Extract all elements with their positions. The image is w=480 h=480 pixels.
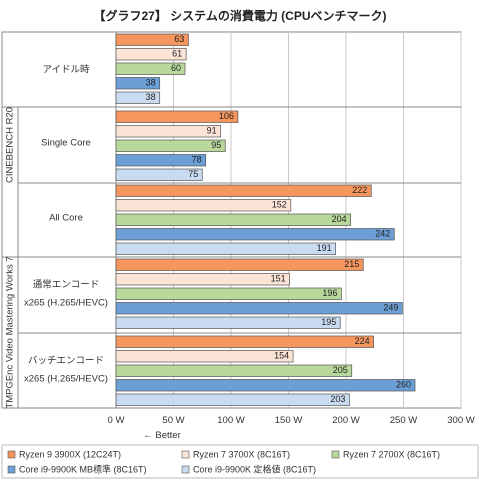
bar-value-label: 78 (192, 155, 202, 165)
bar (115, 393, 350, 406)
bar (115, 213, 351, 226)
legend-items: Ryzen 9 3900X (12C24T) Ryzen 7 3700X (8C1… (7, 449, 440, 474)
bar-value-label: 205 (333, 365, 348, 375)
section-label: CINEBENCH R20 (5, 107, 16, 183)
bar-value-label: 38 (146, 78, 156, 88)
bar (115, 139, 226, 152)
bar-value-label: 63 (174, 34, 184, 44)
bar (115, 242, 336, 255)
bar-value-label: 154 (274, 351, 289, 361)
bar-value-label: 204 (332, 214, 347, 224)
x-tick-label: 200 W (332, 415, 359, 426)
bar-value-label: 196 (322, 288, 337, 298)
x-tick-label: 150 W (275, 415, 302, 426)
bar (115, 62, 186, 75)
bar-value-label: 61 (172, 49, 182, 59)
legend-swatch (7, 465, 16, 474)
x-axis: 0 W 50 W 100 W 150 W 200 W 250 W 300 W (108, 415, 475, 426)
bar (115, 287, 342, 300)
bar (115, 125, 222, 138)
bar-value-label: 95 (211, 140, 221, 150)
bar-value-label: 224 (355, 336, 370, 346)
legend-label: Ryzen 7 3700X (8C16T) (193, 449, 290, 459)
category-label: バッチエンコード (28, 356, 104, 367)
bar (115, 379, 416, 392)
bar-value-label: 249 (383, 303, 398, 313)
legend-label: Ryzen 9 3900X (12C24T) (19, 449, 121, 459)
bar (115, 335, 374, 348)
bar-value-label: 222 (352, 185, 367, 195)
bar (115, 258, 364, 271)
section-labels: CINEBENCH R20 TMPGEnc Video Mastering Wor… (5, 107, 16, 409)
bar-value-label: 151 (271, 274, 286, 284)
category-label: アイドル時 (42, 65, 90, 76)
bar-value-label: 203 (330, 394, 345, 404)
bar-value-label: 242 (375, 229, 390, 239)
x-tick-label: 100 W (217, 415, 244, 426)
bar (115, 33, 189, 46)
bar-value-label: 215 (344, 259, 359, 269)
category-labels: アイドル時 Single Core All Core 通常エンコード x265 (H.2… (24, 65, 108, 385)
section-label: TMPGEnc Video Mastering Works 7 (5, 256, 16, 408)
legend-swatch (181, 450, 190, 459)
legend (1, 444, 479, 479)
bar (115, 168, 203, 181)
bar-value-label: 106 (219, 111, 234, 121)
chart-title: 【グラフ27】 システムの消費電力 (CPUベンチマーク) (94, 8, 387, 23)
x-tick-label: 250 W (390, 415, 417, 426)
bar-value-label: 195 (321, 317, 336, 327)
category-label: 通常エンコード (33, 279, 100, 291)
bar (115, 302, 403, 315)
legend-swatch (331, 450, 340, 459)
bar-value-label: 260 (396, 380, 411, 390)
bar (115, 110, 239, 123)
bar (115, 350, 294, 363)
x-tick-label: 0 W (108, 415, 125, 426)
bar-value-label: 191 (317, 243, 332, 253)
bar (115, 77, 161, 90)
legend-label: Ryzen 7 2700X (8C16T) (343, 449, 440, 459)
legend-swatch (181, 465, 190, 474)
category-label: x265 (H.265/HEVC) (24, 374, 108, 385)
x-tick-label: 300 W (447, 415, 474, 426)
bar (115, 154, 207, 167)
bar-value-label: 91 (207, 126, 217, 136)
bar (115, 364, 353, 377)
category-label: x265 (H.265/HEVC) (24, 298, 108, 309)
bar (115, 273, 290, 286)
bar-value-label: 38 (146, 92, 156, 102)
legend-label: Core i9-9900K MB標準 (8C16T) (19, 463, 147, 474)
legend-label: Core i9-9900K 定格値 (8C16T) (193, 463, 316, 474)
bar (115, 184, 372, 197)
bar (115, 91, 161, 104)
bar (115, 228, 395, 241)
bar (115, 48, 187, 61)
bar-value-label: 75 (188, 169, 198, 179)
category-label: All Core (49, 213, 83, 224)
bar (115, 199, 292, 212)
x-tick-label: 50 W (162, 415, 184, 426)
x-axis-note: ← Better (143, 430, 181, 441)
bar (115, 316, 341, 329)
category-label: Single Core (41, 138, 91, 149)
bar-value-label: 60 (171, 63, 181, 73)
legend-swatch (7, 450, 16, 459)
bar-value-label: 152 (272, 200, 287, 210)
